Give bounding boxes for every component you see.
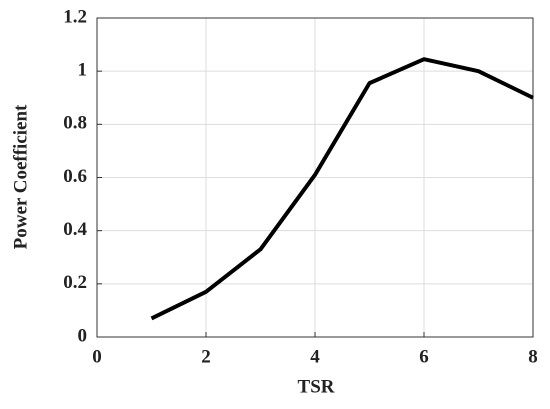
x-tick-label: 4 bbox=[310, 346, 320, 367]
y-tick-label: 0.4 bbox=[63, 219, 87, 240]
y-tick-label: 0.2 bbox=[63, 272, 87, 293]
data-line bbox=[150, 57, 534, 321]
y-tick-label: 0 bbox=[78, 325, 88, 346]
y-tick-label: 1 bbox=[78, 60, 88, 81]
x-axis-label: TSR bbox=[298, 376, 335, 397]
x-tick-label: 0 bbox=[92, 346, 102, 367]
x-tick-label: 2 bbox=[201, 346, 211, 367]
x-tick-label: 6 bbox=[419, 346, 429, 367]
plot-frame bbox=[96, 17, 534, 338]
x-tick-label: 8 bbox=[528, 346, 538, 367]
y-tick-label: 0.6 bbox=[63, 166, 87, 187]
y-tick-label: 0.8 bbox=[63, 113, 87, 134]
y-axis-label: Power Coefficient bbox=[10, 104, 31, 249]
y-tick-label: 1.2 bbox=[63, 6, 87, 27]
